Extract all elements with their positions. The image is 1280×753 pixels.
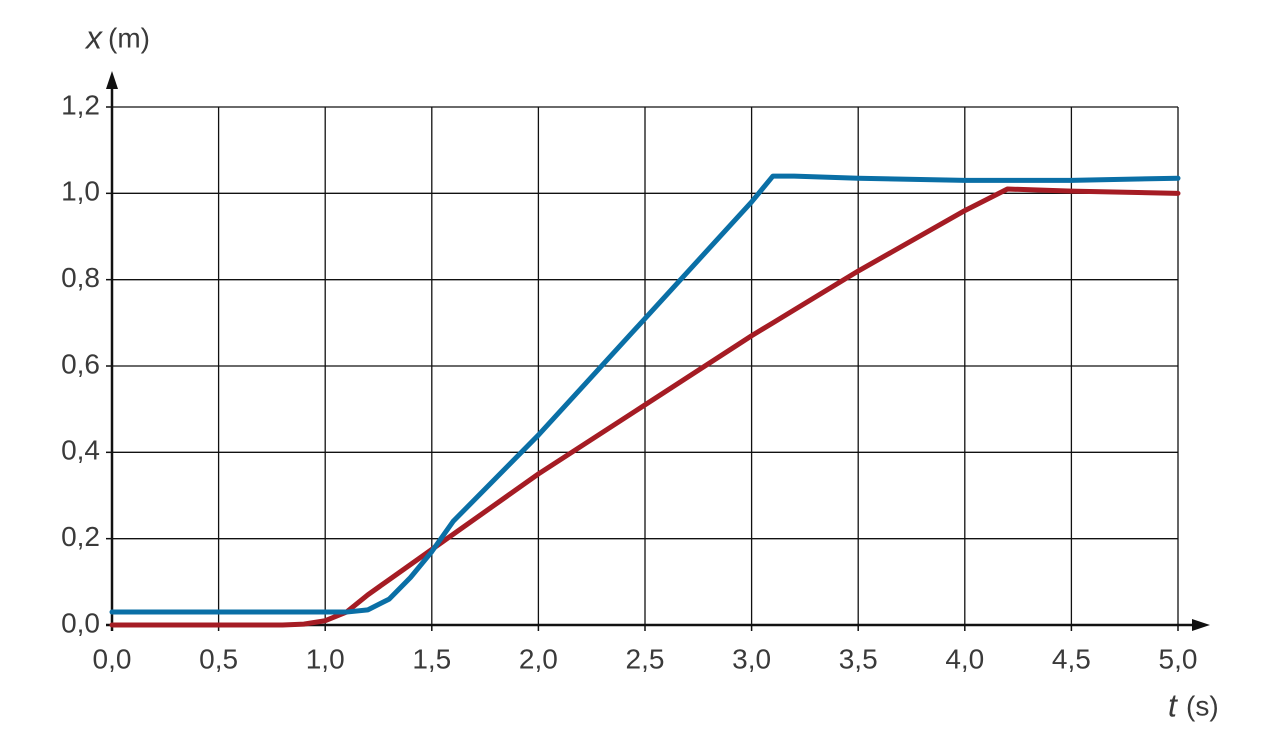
x-axis-unit: (s): [1186, 690, 1219, 721]
x-tick-label: 4,0: [945, 643, 984, 674]
y-tick-label: 0,0: [61, 607, 100, 638]
y-tick-label: 1,0: [61, 176, 100, 207]
line-series: [109, 186, 1181, 628]
x-tick-label: 3,0: [732, 643, 771, 674]
y-tick-label: 0,4: [61, 435, 100, 466]
x-tick-label: 1,5: [412, 643, 451, 674]
y-tick-label: 1,2: [61, 89, 100, 120]
x-tick-label: 0,5: [199, 643, 238, 674]
x-tick-label: 3,5: [839, 643, 878, 674]
y-tick-label: 0,2: [61, 521, 100, 552]
x-tick-label: 5,0: [1159, 643, 1198, 674]
x-tick-label: 4,5: [1052, 643, 1091, 674]
y-axis-unit: (m): [108, 22, 150, 53]
y-tick-label: 0,6: [61, 348, 100, 379]
x-axis-arrow: [1192, 619, 1210, 631]
x-axis-symbol: t: [1168, 687, 1178, 723]
x-tick-label: 2,5: [626, 643, 665, 674]
y-axis-arrow: [106, 71, 118, 89]
y-tick-label: 0,8: [61, 262, 100, 293]
x-tick-label: 2,0: [519, 643, 558, 674]
line-series: [109, 173, 1181, 615]
x-tick-label: 0,0: [93, 643, 132, 674]
x-tick-label: 1,0: [306, 643, 345, 674]
y-axis-symbol: x: [84, 19, 103, 55]
